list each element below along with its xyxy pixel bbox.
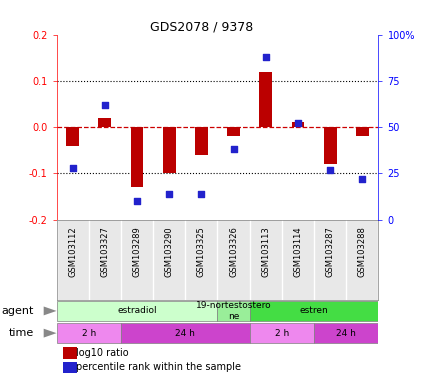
Text: GSM103326: GSM103326 — [229, 226, 237, 277]
Polygon shape — [43, 306, 56, 315]
Text: GSM103113: GSM103113 — [261, 226, 270, 277]
Text: GSM103325: GSM103325 — [197, 226, 205, 277]
Bar — [227, 127, 240, 136]
Text: percentile rank within the sample: percentile rank within the sample — [76, 362, 240, 372]
Bar — [291, 122, 304, 127]
Text: 19-nortestostero
ne: 19-nortestostero ne — [195, 301, 271, 321]
Bar — [259, 71, 272, 127]
Polygon shape — [43, 329, 56, 338]
Bar — [130, 127, 143, 187]
Point — [262, 54, 269, 60]
Point — [326, 167, 333, 173]
Point — [197, 190, 204, 197]
Bar — [63, 348, 76, 359]
Bar — [121, 323, 249, 343]
Text: time: time — [9, 328, 34, 338]
Bar — [63, 362, 76, 373]
Bar — [66, 127, 79, 146]
Text: 24 h: 24 h — [175, 329, 195, 338]
Title: GDS2078 / 9378: GDS2078 / 9378 — [149, 20, 253, 33]
Bar — [249, 323, 313, 343]
Text: 2 h: 2 h — [82, 329, 95, 338]
Bar — [56, 301, 217, 321]
Text: estren: estren — [299, 306, 328, 315]
Text: 2 h: 2 h — [274, 329, 288, 338]
Bar — [217, 301, 249, 321]
Bar — [98, 118, 111, 127]
Point — [101, 102, 108, 108]
Text: GSM103114: GSM103114 — [293, 226, 302, 276]
Text: GSM103290: GSM103290 — [164, 226, 173, 276]
Point — [133, 198, 140, 204]
Bar — [313, 323, 378, 343]
Text: GSM103289: GSM103289 — [132, 226, 141, 277]
Bar — [194, 127, 207, 155]
Text: GSM103288: GSM103288 — [357, 226, 366, 277]
Bar — [323, 127, 336, 164]
Text: 24 h: 24 h — [335, 329, 355, 338]
Text: log10 ratio: log10 ratio — [76, 348, 128, 358]
Point — [230, 146, 237, 152]
Bar — [162, 127, 175, 173]
Point — [165, 190, 172, 197]
Text: GSM103112: GSM103112 — [68, 226, 77, 276]
Point — [358, 176, 365, 182]
Text: agent: agent — [2, 306, 34, 316]
Text: GSM103327: GSM103327 — [100, 226, 109, 277]
Text: GSM103287: GSM103287 — [325, 226, 334, 277]
Bar — [249, 301, 378, 321]
Bar — [355, 127, 368, 136]
Point — [69, 165, 76, 171]
Bar — [56, 323, 121, 343]
Point — [294, 120, 301, 126]
Text: estradiol: estradiol — [117, 306, 157, 315]
